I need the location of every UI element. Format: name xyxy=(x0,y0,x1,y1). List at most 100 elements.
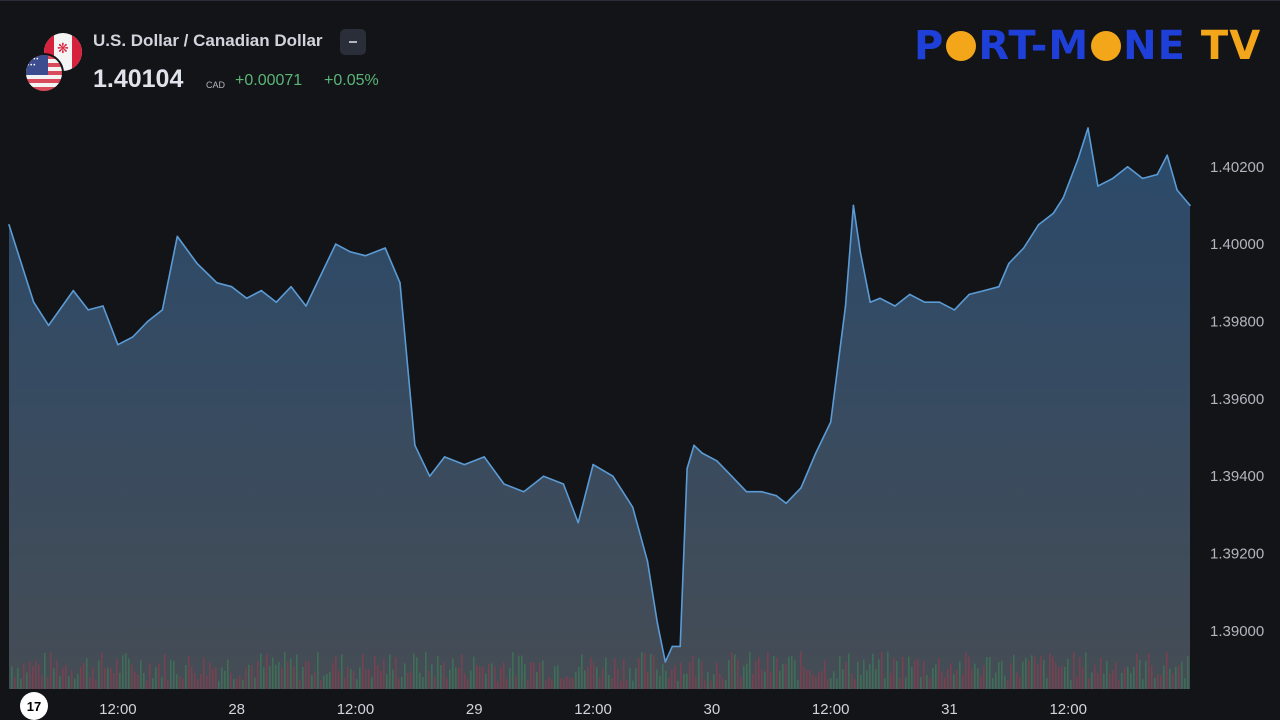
tradingview-logo-icon[interactable]: 17 xyxy=(20,692,48,720)
volume-bar xyxy=(302,666,304,689)
price-point xyxy=(1022,247,1025,249)
volume-bar xyxy=(839,655,841,689)
price-point xyxy=(503,483,505,485)
volume-bar xyxy=(251,665,253,689)
volume-bar xyxy=(773,656,775,689)
volume-bar xyxy=(50,652,52,689)
volume-bar xyxy=(854,679,856,689)
volume-bar xyxy=(884,678,886,689)
volume-bar xyxy=(134,671,136,689)
x-tick-label: 28 xyxy=(228,701,245,718)
price-point xyxy=(399,282,401,284)
volume-bar xyxy=(737,659,739,689)
price-point xyxy=(879,297,881,300)
volume-bar xyxy=(284,651,286,689)
volume-bar xyxy=(440,665,442,689)
volume-bar xyxy=(89,676,91,689)
volume-bar xyxy=(32,666,34,689)
price-point xyxy=(384,247,387,249)
volume-bar xyxy=(1082,666,1084,689)
volume-bar xyxy=(1028,660,1030,689)
price-point xyxy=(701,452,703,454)
price-point xyxy=(146,320,149,323)
volume-bar xyxy=(644,653,646,689)
volume-bar xyxy=(155,667,157,689)
volume-bar xyxy=(1136,653,1138,689)
volume-bar xyxy=(377,664,379,689)
volume-bar xyxy=(341,654,343,689)
volume-bar xyxy=(674,665,676,689)
volume-bar xyxy=(761,669,763,689)
volume-bar xyxy=(986,656,988,689)
volume-bar xyxy=(329,671,331,689)
volume-bar xyxy=(233,678,235,689)
volume-bar xyxy=(410,671,412,689)
volume-bar xyxy=(383,659,385,689)
volume-bar xyxy=(1001,660,1003,689)
volume-bar xyxy=(641,652,643,689)
price-point xyxy=(102,305,104,307)
volume-bar xyxy=(500,667,502,689)
price-point xyxy=(562,483,565,485)
price-point xyxy=(230,285,233,288)
volume-bar xyxy=(416,657,418,689)
volume-bar xyxy=(275,664,277,689)
price-point xyxy=(671,645,674,648)
volume-bar xyxy=(818,672,820,689)
x-tick-label: 30 xyxy=(704,701,721,718)
volume-bar xyxy=(164,654,166,689)
volume-bar xyxy=(296,654,298,689)
volume-bar xyxy=(803,666,805,689)
volume-bar xyxy=(764,671,766,689)
volume-bar xyxy=(788,656,790,689)
volume-bar xyxy=(338,670,340,689)
volume-bar xyxy=(185,664,187,689)
volume-bar xyxy=(911,666,913,689)
volume-bar xyxy=(1037,664,1039,689)
volume-bar xyxy=(407,672,409,689)
minus-icon xyxy=(349,41,357,43)
volume-bar xyxy=(575,671,577,689)
volume-bar xyxy=(245,667,247,689)
volume-bar xyxy=(1118,680,1120,689)
price-point xyxy=(483,456,486,458)
volume-bar xyxy=(461,654,463,689)
x-tick-label: 12:00 xyxy=(99,701,137,718)
volume-bar xyxy=(266,654,268,689)
volume-bar xyxy=(710,680,712,689)
price-point xyxy=(47,324,50,327)
price-point xyxy=(800,487,802,489)
volume-bar xyxy=(182,678,184,689)
volume-bar xyxy=(221,667,223,689)
volume-bar xyxy=(167,680,169,689)
volume-bar xyxy=(989,657,991,689)
volume-bar xyxy=(146,680,148,689)
volume-bar xyxy=(809,670,811,689)
currency-flags: ❋ •••• ••• xyxy=(24,33,84,93)
volume-bar xyxy=(95,679,97,689)
volume-bar xyxy=(1031,655,1033,689)
volume-bar xyxy=(170,659,172,689)
volume-bar xyxy=(929,677,931,689)
price-change: +0.00071 xyxy=(235,72,303,89)
volume-bar xyxy=(176,674,178,689)
volume-bar xyxy=(389,654,391,689)
volume-bar xyxy=(425,652,427,689)
y-tick-label: 1.39200 xyxy=(1210,546,1264,563)
volume-bar xyxy=(311,674,313,689)
volume-bar xyxy=(1103,673,1105,689)
volume-bar xyxy=(317,652,319,689)
volume-bar xyxy=(983,665,985,689)
price-point xyxy=(631,506,634,509)
volume-bar xyxy=(887,651,889,689)
volume-bar xyxy=(941,672,943,689)
volume-bar xyxy=(227,659,229,689)
symbol-title[interactable]: U.S. Dollar / Canadian Dollar xyxy=(93,31,323,50)
collapse-button[interactable] xyxy=(340,29,366,55)
price-point xyxy=(32,301,35,304)
volume-bar xyxy=(755,660,757,689)
price-point xyxy=(1037,224,1040,226)
volume-bar xyxy=(512,652,514,689)
volume-bar xyxy=(218,680,220,689)
